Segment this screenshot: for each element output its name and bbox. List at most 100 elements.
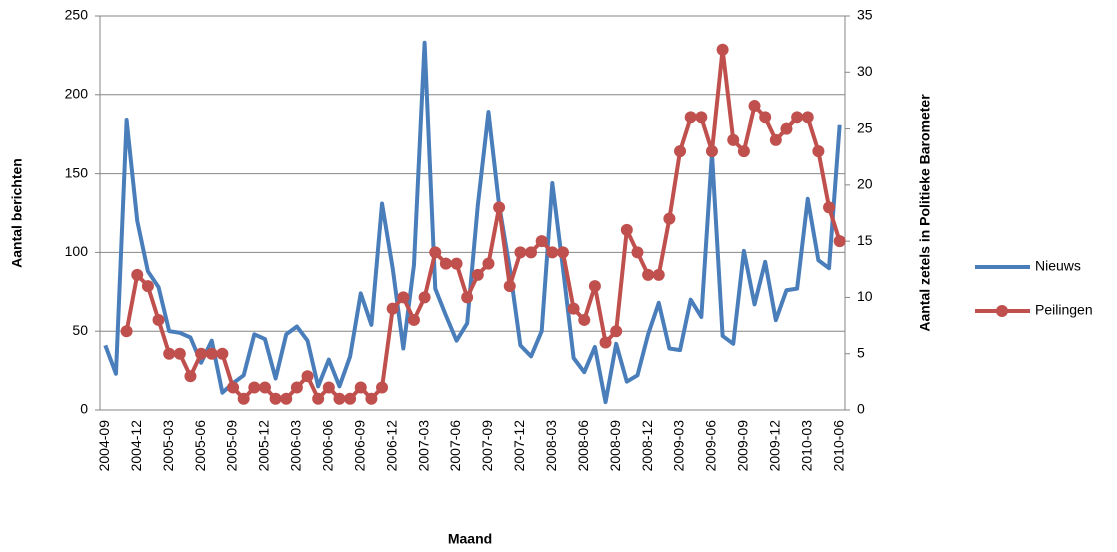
y2-tick-label: 35 bbox=[857, 7, 873, 23]
marker bbox=[556, 246, 569, 259]
x-tick-label: 2008-09 bbox=[607, 420, 623, 472]
marker bbox=[407, 313, 420, 326]
line-1 bbox=[124, 47, 842, 401]
marker bbox=[748, 100, 761, 113]
marker bbox=[652, 268, 665, 281]
marker bbox=[386, 302, 399, 315]
x-tick-label: 2008-03 bbox=[543, 420, 559, 472]
x-axis-title: Maand bbox=[448, 531, 492, 547]
marker bbox=[716, 43, 729, 56]
marker bbox=[642, 268, 655, 281]
y-tick-label: 250 bbox=[65, 7, 89, 23]
x-tick-label: 2010-06 bbox=[830, 420, 846, 472]
y-tick-label: 200 bbox=[65, 86, 89, 102]
marker bbox=[620, 223, 633, 236]
marker bbox=[546, 246, 559, 259]
marker bbox=[322, 381, 335, 394]
marker bbox=[493, 201, 506, 214]
marker bbox=[152, 313, 165, 326]
x-tick-label: 2004-12 bbox=[128, 420, 144, 472]
y-tick-label: 50 bbox=[72, 322, 88, 338]
marker bbox=[801, 111, 814, 124]
marker bbox=[674, 145, 687, 158]
x-tick-label: 2007-12 bbox=[511, 420, 527, 472]
x-tick-label: 2005-09 bbox=[224, 420, 240, 472]
y2-tick-label: 0 bbox=[857, 401, 865, 417]
marker bbox=[354, 381, 367, 394]
legend-label: Nieuws bbox=[1035, 258, 1081, 274]
marker bbox=[525, 246, 538, 259]
marker bbox=[588, 280, 601, 293]
marker bbox=[812, 145, 825, 158]
marker bbox=[780, 122, 793, 135]
x-tick-label: 2007-06 bbox=[447, 420, 463, 472]
marker bbox=[599, 336, 612, 349]
marker bbox=[237, 392, 250, 405]
legend-label: Peilingen bbox=[1035, 302, 1093, 318]
y2-tick-label: 10 bbox=[857, 288, 873, 304]
x-tick-label: 2006-12 bbox=[383, 420, 399, 472]
marker bbox=[705, 145, 718, 158]
marker bbox=[418, 291, 431, 304]
marker bbox=[823, 201, 836, 214]
x-tick-label: 2007-09 bbox=[479, 420, 495, 472]
x-tick-label: 2007-03 bbox=[415, 420, 431, 472]
x-tick-label: 2006-09 bbox=[351, 420, 367, 472]
marker bbox=[727, 133, 740, 146]
x-tick-label: 2006-06 bbox=[320, 420, 336, 472]
marker bbox=[376, 381, 389, 394]
y2-tick-label: 25 bbox=[857, 119, 873, 135]
marker bbox=[471, 268, 484, 281]
x-tick-label: 2006-03 bbox=[288, 420, 304, 472]
y-tick-label: 100 bbox=[65, 243, 89, 259]
marker bbox=[290, 381, 303, 394]
marker bbox=[258, 381, 271, 394]
x-tick-label: 2008-06 bbox=[575, 420, 591, 472]
x-tick-label: 2009-03 bbox=[671, 420, 687, 472]
y-axis-title: Aantal berichten bbox=[9, 158, 25, 268]
x-tick-label: 2004-09 bbox=[96, 420, 112, 472]
marker bbox=[184, 370, 197, 383]
marker bbox=[514, 246, 527, 259]
marker bbox=[301, 370, 314, 383]
x-tick-label: 2009-06 bbox=[703, 420, 719, 472]
marker bbox=[248, 381, 261, 394]
marker bbox=[131, 268, 144, 281]
marker bbox=[344, 392, 357, 405]
marker bbox=[269, 392, 282, 405]
marker bbox=[663, 212, 676, 225]
y2-axis-title: Aantal zetels in Politieke Barometer bbox=[917, 94, 933, 332]
marker bbox=[365, 392, 378, 405]
marker bbox=[333, 392, 346, 405]
x-tick-label: 2009-12 bbox=[767, 420, 783, 472]
x-tick-label: 2005-06 bbox=[192, 420, 208, 472]
marker bbox=[120, 325, 133, 338]
x-tick-label: 2005-12 bbox=[256, 420, 272, 472]
marker bbox=[280, 392, 293, 405]
y-tick-label: 0 bbox=[80, 401, 88, 417]
marker bbox=[631, 246, 644, 259]
marker bbox=[610, 325, 623, 338]
x-tick-label: 2010-03 bbox=[798, 420, 814, 472]
marker bbox=[578, 313, 591, 326]
marker bbox=[737, 145, 750, 158]
marker bbox=[833, 235, 846, 248]
marker bbox=[205, 347, 218, 360]
marker bbox=[567, 302, 580, 315]
marker bbox=[791, 111, 804, 124]
marker bbox=[439, 257, 452, 270]
marker bbox=[482, 257, 495, 270]
y2-tick-label: 20 bbox=[857, 176, 873, 192]
marker bbox=[461, 291, 474, 304]
y-tick-label: 150 bbox=[65, 164, 89, 180]
marker bbox=[450, 257, 463, 270]
y2-tick-label: 30 bbox=[857, 63, 873, 79]
marker bbox=[312, 392, 325, 405]
marker bbox=[695, 111, 708, 124]
y2-tick-label: 15 bbox=[857, 232, 873, 248]
marker bbox=[503, 280, 516, 293]
marker bbox=[216, 347, 229, 360]
marker bbox=[535, 235, 548, 248]
legend-marker bbox=[996, 305, 1008, 317]
